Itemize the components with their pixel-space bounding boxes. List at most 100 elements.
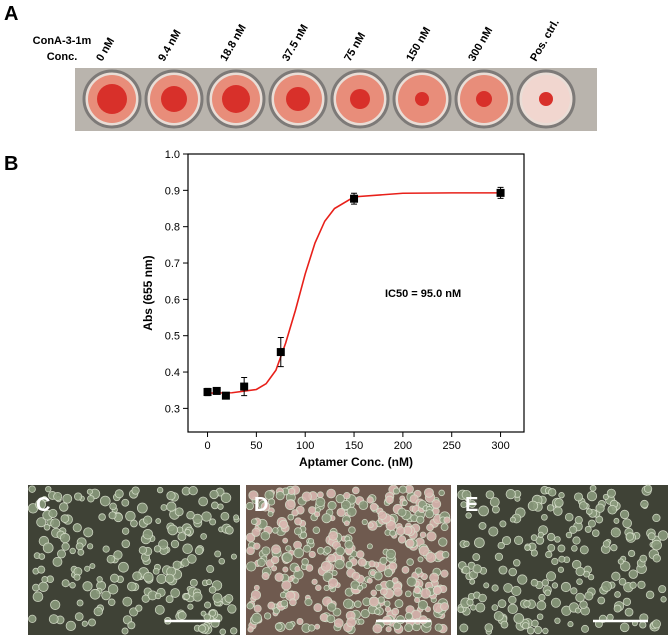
- cell: [344, 540, 354, 550]
- cell: [272, 527, 279, 534]
- cell: [121, 498, 130, 507]
- cell: [597, 596, 606, 605]
- cell: [225, 525, 234, 535]
- cell: [493, 611, 504, 622]
- cell: [289, 598, 297, 607]
- cell: [327, 602, 337, 612]
- cell: [640, 499, 649, 509]
- cell: [494, 552, 504, 561]
- cell: [570, 587, 578, 595]
- cell: [639, 621, 647, 629]
- cell: [368, 596, 380, 607]
- cell: [73, 492, 83, 501]
- cell: [301, 558, 309, 566]
- cell: [368, 560, 376, 568]
- cell: [214, 550, 222, 558]
- cell: [285, 545, 292, 552]
- cell: [267, 601, 276, 610]
- well-label: 75 nM: [342, 30, 368, 63]
- cell: [122, 596, 133, 607]
- cell: [619, 622, 630, 633]
- cell: [470, 604, 477, 611]
- cell: [38, 553, 46, 560]
- cell: [182, 543, 193, 555]
- cell: [489, 497, 500, 508]
- pellet: [415, 92, 429, 106]
- cell: [121, 539, 131, 549]
- cell: [356, 550, 365, 559]
- cell: [192, 591, 203, 602]
- cell: [533, 625, 543, 635]
- cell: [548, 488, 557, 497]
- cell: [87, 495, 95, 503]
- cell: [424, 487, 434, 498]
- cell: [388, 561, 398, 571]
- marker: [203, 388, 212, 397]
- cell: [187, 554, 197, 564]
- cell: [261, 546, 271, 556]
- cell: [186, 511, 195, 520]
- cell: [293, 547, 305, 559]
- cell: [637, 580, 646, 589]
- panel-label: E: [465, 494, 478, 516]
- cell: [575, 566, 585, 577]
- cell: [224, 593, 234, 603]
- cell: [385, 548, 396, 560]
- cell: [404, 623, 414, 633]
- cell: [281, 580, 292, 591]
- cell: [354, 600, 362, 608]
- pellet: [476, 91, 492, 107]
- cell: [346, 617, 357, 628]
- cell: [101, 590, 111, 601]
- cell: [246, 546, 255, 556]
- cell: [622, 597, 632, 606]
- cell: [307, 538, 315, 545]
- cell: [197, 624, 207, 633]
- cell: [417, 599, 428, 611]
- cell: [417, 556, 424, 563]
- cell: [406, 576, 417, 587]
- cell: [303, 544, 311, 553]
- cell: [374, 608, 381, 615]
- cell: [485, 490, 495, 500]
- x-tick-label: 50: [250, 440, 262, 452]
- cell: [474, 537, 485, 549]
- cell: [253, 542, 261, 550]
- cell: [170, 588, 180, 598]
- cell: [546, 532, 556, 542]
- cell: [491, 584, 499, 592]
- cell: [498, 565, 508, 575]
- cell: [507, 603, 518, 615]
- cell: [586, 490, 598, 502]
- cell: [457, 606, 464, 613]
- cell: [377, 510, 387, 520]
- cell: [316, 547, 325, 555]
- cell: [209, 518, 217, 526]
- cell: [218, 557, 226, 565]
- cell: [523, 600, 531, 608]
- cell: [406, 558, 414, 566]
- cell: [358, 618, 365, 625]
- cell: [579, 545, 589, 555]
- cell: [607, 504, 618, 515]
- cell: [183, 593, 190, 600]
- cell: [652, 554, 661, 563]
- cell: [189, 578, 198, 587]
- cell: [391, 577, 399, 584]
- cell: [639, 554, 648, 563]
- cell: [53, 491, 63, 501]
- cell: [125, 510, 136, 522]
- cell: [166, 501, 177, 512]
- cell: [74, 612, 84, 622]
- cell: [118, 561, 129, 573]
- cell: [313, 603, 323, 613]
- cell: [613, 517, 620, 524]
- cell: [366, 496, 374, 504]
- cell: [98, 513, 106, 521]
- cell: [651, 539, 662, 551]
- cell: [61, 542, 70, 551]
- cell: [441, 551, 450, 559]
- cell: [478, 521, 487, 530]
- x-axis-label: Aptamer Conc. (nM): [299, 455, 413, 469]
- cell: [77, 548, 85, 556]
